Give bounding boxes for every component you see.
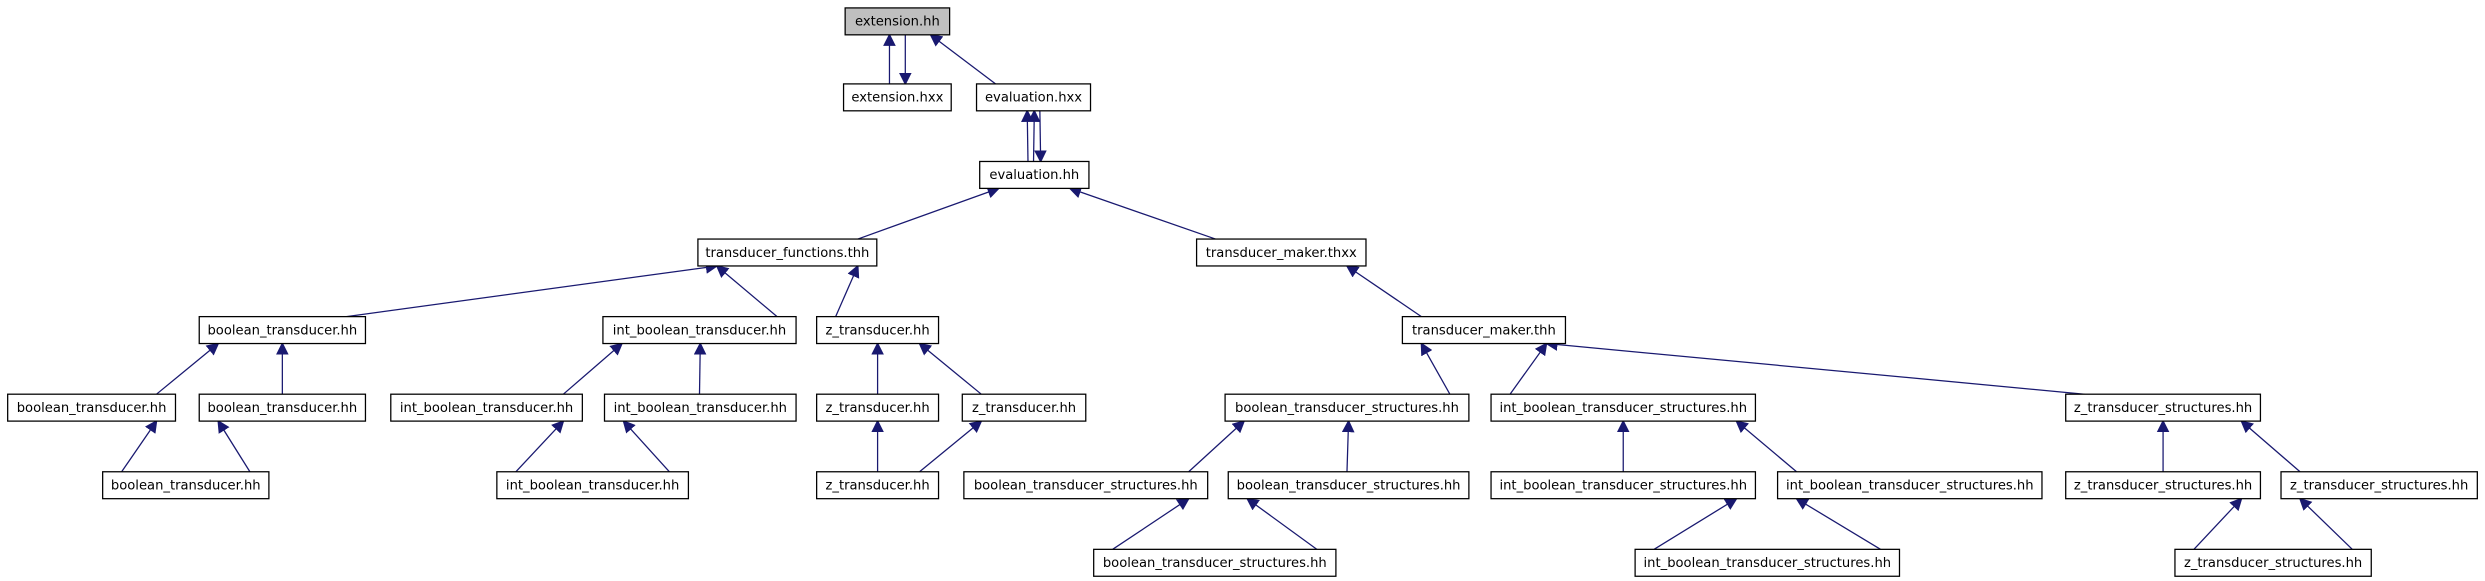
edge: [1653, 497, 1738, 550]
node-label: boolean_transducer_structures.hh: [974, 479, 1198, 494]
node-label: boolean_transducer.hh: [207, 401, 357, 416]
edges: [121, 33, 2353, 550]
node-box: [961, 393, 1087, 422]
edge: [121, 419, 158, 473]
node-box: [602, 315, 797, 345]
node-box: [1093, 548, 1337, 577]
node-label: int_boolean_transducer_structures.hh: [1786, 479, 2034, 494]
node-box: [816, 471, 940, 500]
node-label: transducer_maker.thxx: [1206, 246, 1357, 261]
node-label: int_boolean_transducer_structures.hh: [1499, 401, 1747, 416]
edge: [1420, 342, 1451, 395]
node-box: [844, 7, 951, 36]
node-box: [2174, 548, 2372, 577]
node-label: int_boolean_transducer.hh: [613, 323, 786, 338]
node-label: z_transducer_structures.hh: [2074, 401, 2252, 416]
node-label: z_transducer.hh: [826, 401, 930, 416]
node-label: int_boolean_transducer.hh: [506, 479, 679, 494]
edge: [693, 341, 707, 395]
node-box: [198, 315, 367, 345]
edge: [1795, 497, 1881, 550]
node-box: [979, 160, 1090, 190]
node-label: int_boolean_transducer.hh: [400, 401, 573, 416]
edge: [1735, 420, 1797, 473]
node-label: z_transducer_structures.hh: [2290, 479, 2468, 494]
edge: [1341, 419, 1355, 472]
edge: [835, 264, 860, 317]
node-box: [496, 471, 690, 500]
edge: [1027, 109, 1041, 162]
node-box: [842, 83, 952, 112]
edge: [1509, 342, 1548, 395]
edge: [919, 420, 983, 473]
node-label: evaluation.hh: [989, 168, 1079, 183]
node-box: [390, 393, 583, 422]
node-box: [697, 238, 878, 267]
node-box: [198, 393, 367, 422]
node-label: boolean_transducer_structures.hh: [1237, 479, 1461, 494]
node-box: [2280, 471, 2478, 500]
node-box: [1227, 471, 1470, 500]
node-label: transducer_maker.thh: [1412, 323, 1556, 338]
node-box: [816, 393, 940, 422]
node-box: [1634, 548, 1901, 577]
edge: [1544, 338, 2085, 395]
node-box: [1195, 238, 1367, 267]
node-box: [1490, 393, 1757, 422]
edge: [1021, 109, 1034, 162]
node-box: [1401, 315, 1567, 345]
node-label: z_transducer.hh: [826, 323, 930, 338]
edge: [622, 419, 670, 473]
edge: [2240, 420, 2301, 473]
node-label: int_boolean_transducer_structures.hh: [1644, 556, 1892, 571]
node-label: boolean_transducer_structures.hh: [1235, 401, 1459, 416]
node-box: [1490, 471, 1757, 500]
node-box: [7, 393, 177, 422]
edge: [1188, 420, 1246, 473]
edge: [715, 264, 778, 318]
node-box: [2065, 393, 2262, 422]
node-label: boolean_transducer.hh: [111, 479, 261, 494]
node-label: boolean_transducer_structures.hh: [1103, 556, 1327, 571]
edge: [1034, 110, 1047, 164]
node-box: [1224, 393, 1470, 422]
edge: [346, 261, 719, 318]
edge: [2298, 497, 2353, 550]
node-box: [816, 315, 940, 345]
node-label: boolean_transducer.hh: [17, 401, 167, 416]
node-label: transducer_functions.thh: [705, 246, 869, 261]
node-label: z_transducer_structures.hh: [2184, 556, 2362, 571]
edge: [1112, 497, 1190, 550]
nodes: extension.hh extension.hxx evaluation.hxx e…: [7, 7, 2478, 577]
node-label: extension.hxx: [851, 91, 943, 106]
node-box: [963, 471, 1209, 500]
edge: [857, 186, 1001, 240]
edge: [1245, 497, 1318, 550]
node-label: z_transducer.hh: [826, 479, 930, 494]
node-label: int_boolean_transducer.hh: [614, 401, 787, 416]
node-box: [975, 83, 1092, 112]
node-label: z_transducer_structures.hh: [2074, 479, 2252, 494]
edge: [929, 33, 996, 85]
edge: [562, 342, 624, 395]
node-label: boolean_transducer.hh: [207, 323, 357, 338]
edge: [1345, 265, 1422, 318]
node-label: evaluation.hxx: [985, 91, 1082, 106]
edge: [918, 342, 982, 395]
edge: [1068, 186, 1216, 240]
node-box: [2065, 471, 2262, 500]
node-label: int_boolean_transducer_structures.hh: [1499, 479, 1747, 494]
edge: [217, 419, 251, 473]
node-box: [603, 393, 797, 422]
edge: [515, 419, 565, 473]
node-box: [1776, 471, 2043, 500]
edge: [156, 342, 220, 395]
node-label: z_transducer.hh: [972, 401, 1076, 416]
node-box: [102, 471, 270, 500]
edge: [2193, 497, 2243, 550]
node-label: extension.hh: [855, 15, 940, 30]
